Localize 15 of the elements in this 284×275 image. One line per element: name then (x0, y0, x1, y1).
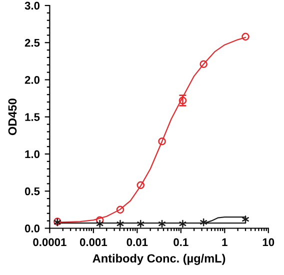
x-tick-label: 10 (262, 238, 274, 246)
y-axis-title: OD450 (8, 98, 17, 136)
y-tick-label: 2.5 (24, 38, 40, 47)
y-tick-label: 0.0 (24, 224, 40, 232)
x-axis-title: Antibody Conc. (µg/mL) (92, 254, 226, 265)
x-tick-label: 0.0001 (33, 238, 66, 246)
y-tick-label: 1.0 (25, 150, 40, 158)
y-tick-label: 1.5 (25, 113, 40, 122)
x-tick-label: 0.001 (80, 238, 108, 246)
x-tick-label: 0.1 (174, 238, 188, 246)
x-tick-label: 0.01 (126, 238, 148, 246)
y-tick-label: 0.5 (24, 187, 40, 196)
x-tick-label: 1 (222, 238, 228, 246)
y-tick-label: 2.0 (24, 76, 40, 84)
y-tick-label: 3.0 (24, 2, 40, 10)
